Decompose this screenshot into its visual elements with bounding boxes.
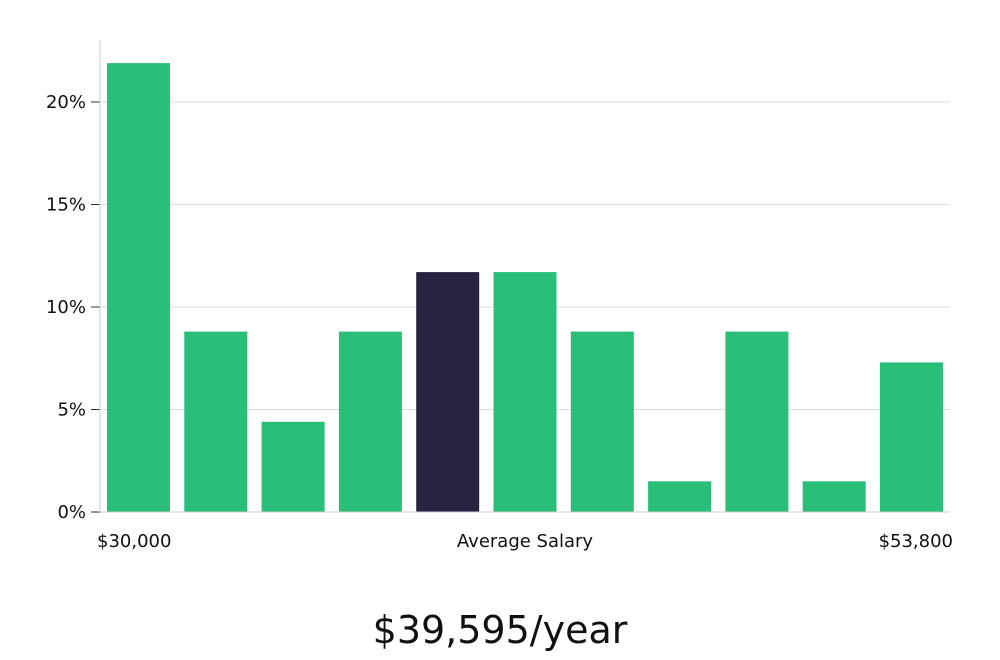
salary-histogram-chart: 0% 5% 10% 15% 20% $30,000 Average Salary $53… (46, 40, 953, 552)
x-left-label: $30,000 (97, 531, 171, 552)
bars (107, 63, 943, 513)
bar (570, 331, 634, 512)
x-center-label: Average Salary (457, 531, 594, 552)
y-tick-labels: 0% 5% 10% 15% 20% (46, 92, 86, 523)
bar (261, 421, 325, 512)
bar (338, 331, 402, 512)
bar (802, 481, 866, 513)
y-tick-label: 10% (46, 297, 86, 318)
axes (91, 40, 950, 513)
bar (880, 362, 943, 512)
x-right-label: $53,800 (879, 531, 953, 552)
bar (107, 63, 170, 512)
y-tick-label: 5% (57, 400, 86, 421)
bar (493, 272, 557, 512)
bar (648, 481, 712, 513)
y-tick-label: 15% (46, 195, 86, 216)
average-salary-value: $39,595/year (372, 608, 628, 652)
bar (184, 331, 248, 512)
bar-average (416, 272, 480, 512)
y-tick-label: 20% (46, 92, 86, 113)
y-tick-label: 0% (57, 502, 86, 523)
bar (725, 331, 789, 512)
